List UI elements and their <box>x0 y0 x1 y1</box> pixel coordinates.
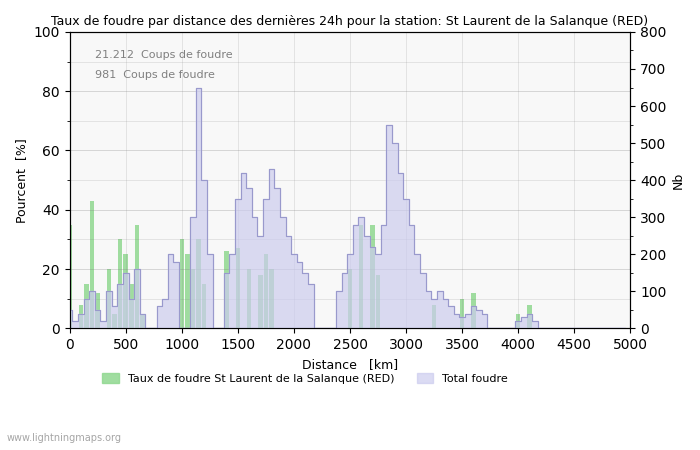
Text: 981  Coups de foudre: 981 Coups de foudre <box>95 71 215 81</box>
Bar <box>95 293 100 328</box>
Bar <box>370 225 374 328</box>
Bar <box>123 254 128 328</box>
Bar <box>90 201 95 328</box>
Bar <box>118 239 122 328</box>
Bar <box>270 269 274 328</box>
Bar <box>527 305 532 328</box>
Bar <box>179 239 184 328</box>
Bar <box>471 293 475 328</box>
Bar <box>516 314 521 328</box>
Bar <box>258 275 262 328</box>
Bar <box>191 269 195 328</box>
Bar <box>202 284 206 328</box>
Text: 21.212  Coups de foudre: 21.212 Coups de foudre <box>95 50 232 60</box>
Y-axis label: Pourcent  [%]: Pourcent [%] <box>15 138 28 222</box>
Bar <box>376 275 380 328</box>
Bar <box>432 305 436 328</box>
Bar <box>134 225 139 328</box>
Bar <box>112 314 117 328</box>
Bar <box>67 225 72 328</box>
Bar <box>84 284 89 328</box>
Bar <box>359 225 363 328</box>
X-axis label: Distance   [km]: Distance [km] <box>302 358 398 371</box>
Bar <box>140 314 145 328</box>
Bar <box>106 269 111 328</box>
Bar <box>348 269 352 328</box>
Bar <box>225 251 229 328</box>
Bar <box>197 239 201 328</box>
Bar <box>186 254 190 328</box>
Text: www.lightningmaps.org: www.lightningmaps.org <box>7 433 122 443</box>
Y-axis label: Nb: Nb <box>672 171 685 189</box>
Bar <box>236 248 240 328</box>
Bar <box>129 284 134 328</box>
Legend: Taux de foudre St Laurent de la Salanque (RED), Total foudre: Taux de foudre St Laurent de la Salanque… <box>98 368 512 388</box>
Bar <box>78 305 83 328</box>
Bar <box>264 254 268 328</box>
Bar <box>247 269 251 328</box>
Bar <box>460 299 464 328</box>
Title: Taux de foudre par distance des dernières 24h pour la station: St Laurent de la : Taux de foudre par distance des dernière… <box>51 15 649 28</box>
